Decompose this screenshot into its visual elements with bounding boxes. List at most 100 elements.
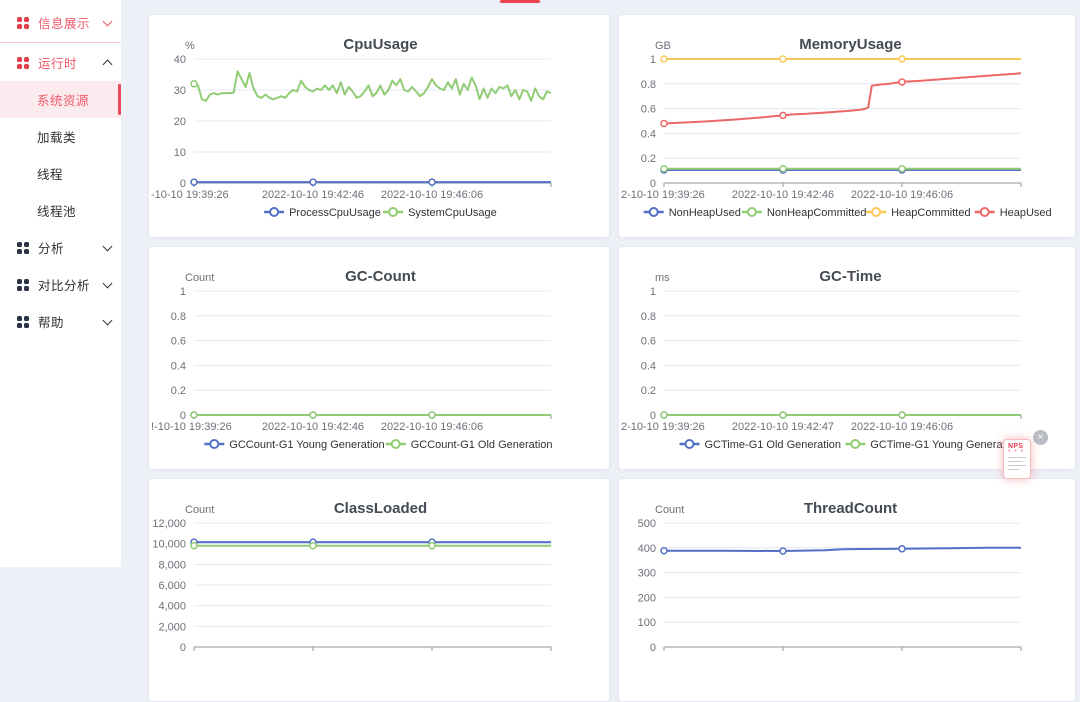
chart-title: ThreadCount [804, 500, 897, 517]
chart-card-cpu-usage: 0 10 20 30 40 -10-10 19:39:26 2022-10-10 19:42… [148, 14, 610, 238]
chart-card-gc-count: 0 0.2 0.4 0.6 0.8 1 !-10-10 19:39:26 2022-10-10… [148, 246, 610, 470]
y-axis-tick-label: 1 [650, 286, 656, 298]
y-axis-unit-label: Count [185, 272, 214, 284]
sidebar-item-label: 运行时 [38, 57, 78, 71]
chevron-up-icon [102, 59, 113, 70]
sidebar-item-label: 线程池 [37, 205, 77, 219]
y-axis-unit-label: Count [185, 504, 214, 516]
legend-item-ProcessCpuUsage[interactable]: ProcessCpuUsage [264, 207, 381, 219]
sidebar-item-threads[interactable]: 线程 [0, 155, 121, 192]
nps-line [1008, 461, 1023, 462]
legend-item-NonHeapCommitted[interactable]: NonHeapCommitted [741, 207, 867, 219]
legend-label: NonHeapCommitted [767, 207, 867, 219]
y-axis-tick-label: 0.4 [641, 360, 656, 372]
data-point-marker [779, 111, 787, 120]
sidebar-item-loaded-classes[interactable]: 加载类 [0, 118, 121, 155]
nps-document-icon[interactable]: NPS • • • [1003, 439, 1031, 479]
data-point-marker [660, 55, 668, 63]
y-axis-tick-label: 0 [650, 642, 656, 654]
y-axis-tick-label: 0.4 [171, 360, 186, 372]
data-point-marker [779, 164, 787, 173]
nps-line [1008, 469, 1020, 470]
chevron-down-icon [102, 16, 113, 27]
data-point-marker [779, 547, 787, 555]
sidebar-item-help[interactable]: 帮助 [0, 303, 121, 340]
chevron-down-icon [102, 315, 113, 326]
data-point-marker [190, 411, 198, 419]
gc-time-chart[interactable]: 0 0.2 0.4 0.6 0.8 1 2-10-10 19:39:26 2022-10-10… [619, 247, 1076, 470]
y-axis-tick-label: 4,000 [158, 601, 186, 613]
thread-count-chart[interactable]: 0 100 200 300 400 500 ThreadCount Count [619, 479, 1076, 702]
nps-feedback-widget[interactable]: × NPS • • • [1002, 430, 1048, 484]
legend-item-GCTime-G1 Old Generation[interactable]: GCTime-G1 Old Generation [679, 439, 842, 451]
legend-label: GCTime-G1 Young Generation [870, 439, 1020, 451]
data-point-marker [190, 541, 198, 550]
sidebar-item-analysis[interactable]: 分析 [0, 229, 121, 266]
legend-item-GCCount-G1 Young Generation[interactable]: GCCount-G1 Young Generation [204, 439, 385, 451]
y-axis-unit-label: Count [655, 504, 684, 516]
data-point-marker [660, 119, 668, 128]
data-point-marker [898, 545, 906, 553]
legend-label: NonHeapUsed [669, 207, 741, 219]
y-axis-tick-label: 1 [650, 54, 656, 66]
legend-item-NonHeapUsed[interactable]: NonHeapUsed [643, 207, 741, 219]
legend-label: ProcessCpuUsage [289, 207, 381, 219]
nps-dots: • • • [1008, 448, 1025, 455]
sidebar-item-label: 系统资源 [37, 94, 90, 108]
data-point-marker [779, 55, 787, 63]
memory-usage-chart[interactable]: 0 0.2 0.4 0.6 0.8 1 2-10-10 19:39:26 2022-10-10… [619, 15, 1076, 238]
chart-card-memory-usage: 0 0.2 0.4 0.6 0.8 1 2-10-10 19:39:26 2022-10-10… [618, 14, 1076, 238]
sidebar: 信息展示运行时系统资源加载类 线程线程池分析 对比分析帮助 [0, 0, 121, 567]
chart-title: ClassLoaded [334, 500, 427, 517]
chart-title: MemoryUsage [799, 36, 902, 53]
data-point-marker [190, 178, 198, 186]
legend-item-SystemCpuUsage[interactable]: SystemCpuUsage [383, 207, 497, 219]
legend-item-HeapUsed[interactable]: HeapUsed [974, 207, 1052, 219]
legend-label: HeapUsed [1000, 207, 1052, 219]
sidebar-item-thread-pools[interactable]: 线程池 [0, 192, 121, 229]
nps-close-button[interactable]: × [1033, 430, 1048, 445]
y-axis-unit-label: GB [655, 40, 671, 52]
grid-menu-icon [17, 241, 29, 254]
legend-label: HeapCommitted [891, 207, 970, 219]
data-point-marker [898, 55, 906, 63]
data-point-marker [898, 164, 906, 173]
chevron-down-icon [102, 241, 113, 252]
gc-count-chart[interactable]: 0 0.2 0.4 0.6 0.8 1 !-10-10 19:39:26 2022-10-10… [149, 247, 609, 470]
legend-item-HeapCommitted[interactable]: HeapCommitted [866, 207, 971, 219]
y-axis-tick-label: 30 [174, 85, 186, 97]
x-axis-tick-label: 2022-10-10 19:42:46 [732, 189, 834, 201]
grid-menu-icon [17, 56, 29, 69]
y-axis-tick-label: 0.6 [641, 336, 656, 348]
y-axis-tick-label: 0.2 [641, 385, 656, 397]
legend-item-GCCount-G1 Old Generation[interactable]: GCCount-G1 Old Generation [385, 439, 553, 451]
x-axis-tick-label: 2022-10-10 19:46:06 [851, 189, 953, 201]
sidebar-divider [0, 42, 121, 43]
x-axis-tick-label: -10-10 19:39:26 [151, 189, 229, 201]
data-point-marker [660, 411, 668, 419]
grid-menu-icon [17, 16, 29, 29]
y-axis-tick-label: 0.8 [641, 311, 656, 323]
series-line-HeapUsed [663, 72, 1022, 125]
series-line [664, 546, 1021, 552]
sidebar-item-label: 信息展示 [38, 17, 91, 31]
sidebar-item-runtime[interactable]: 运行时 [0, 44, 121, 81]
sidebar-item-comparison-analysis[interactable]: 对比分析 [0, 266, 121, 303]
y-axis-tick-label: 0.8 [171, 311, 186, 323]
legend-label: GCCount-G1 Young Generation [229, 439, 384, 451]
sidebar-item-label: 帮助 [38, 316, 65, 330]
sidebar-item-system-resources[interactable]: 系统资源 [0, 81, 121, 118]
class-loaded-chart[interactable]: 0 2,000 4,000 6,000 8,000 10,000 12,000 ClassLo… [149, 479, 609, 702]
y-axis-tick-label: 0.6 [641, 104, 656, 116]
y-axis-tick-label: 400 [638, 543, 656, 555]
grid-menu-icon [17, 315, 29, 328]
cpu-usage-chart[interactable]: 0 10 20 30 40 -10-10 19:39:26 2022-10-10 19:42… [149, 15, 609, 238]
y-axis-tick-label: 8,000 [158, 559, 186, 571]
data-point-marker [309, 411, 317, 419]
y-axis-tick-label: 0 [650, 410, 656, 422]
legend-label: GCTime-G1 Old Generation [705, 439, 842, 451]
legend-item-GCTime-G1 Young Generation[interactable]: GCTime-G1 Young Generation [845, 439, 1020, 451]
y-axis-tick-label: 10 [174, 147, 186, 159]
data-point-marker [898, 411, 906, 419]
sidebar-item-info-display[interactable]: 信息展示 [0, 4, 121, 41]
